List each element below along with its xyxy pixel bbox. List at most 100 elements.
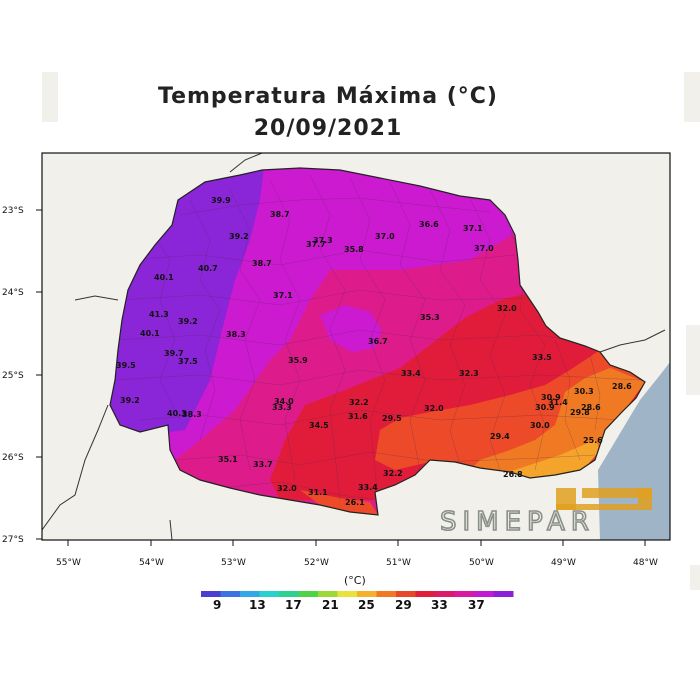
colorbar-label: 33 [431, 598, 448, 612]
station-value: 40.1 [154, 273, 174, 282]
lon-label: 49°W [551, 558, 576, 568]
station-value: 38.3 [182, 410, 202, 419]
lon-label: 52°W [304, 558, 329, 568]
colorbar-swatch [376, 591, 397, 597]
station-value: 32.0 [424, 404, 444, 413]
station-value: 36.7 [368, 337, 388, 346]
station-value: 33.7 [253, 460, 273, 469]
station-value: 26.1 [345, 498, 365, 507]
station-value: 30.3 [574, 387, 594, 396]
station-value: 32.0 [497, 304, 517, 313]
station-value: 39.7 [164, 349, 184, 358]
colorbar-label: 17 [285, 598, 302, 612]
lon-axis: 55°W 54°W 53°W 52°W 51°W 50°W 49°W 48°W [56, 540, 658, 568]
station-value: 37.1 [463, 224, 483, 233]
station-value: 40.3 [167, 409, 187, 418]
station-value: 37.7 [306, 240, 326, 249]
colorbar-swatch [454, 591, 475, 597]
map-frame [41, 152, 671, 541]
lon-label: 55°W [56, 558, 81, 568]
lat-axis: 23°S 24°S 25°S 26°S 27°S [2, 206, 42, 545]
station-value: 29.4 [490, 432, 510, 441]
station-value: 39.9 [211, 196, 231, 205]
lon-label: 53°W [221, 558, 246, 568]
temperature-field [110, 168, 645, 515]
colorbar-label: 21 [322, 598, 339, 612]
station-value: 33.5 [532, 353, 552, 362]
colorbar-swatch [415, 591, 436, 597]
station-value: 31.1 [308, 488, 328, 497]
station-value: 30.0 [530, 421, 550, 430]
corner-panel-left [42, 72, 58, 122]
colorbar-swatch [318, 591, 338, 597]
station-value: 30.9 [541, 393, 561, 402]
colorbar-swatch [396, 591, 416, 597]
station-value: 41.3 [149, 310, 169, 319]
station-value: 37.1 [273, 291, 293, 300]
colorbar-label: 25 [358, 598, 375, 612]
station-value: 39.2 [120, 396, 140, 405]
station-value: 32.0 [277, 484, 297, 493]
colorbar-swatch [220, 591, 241, 597]
colorbar-label: 37 [468, 598, 485, 612]
station-value: 33.4 [401, 369, 421, 378]
station-value: 37.0 [375, 232, 395, 241]
corner-panel-right-top [684, 72, 700, 122]
station-value: 32.2 [383, 469, 403, 478]
station-value: 36.6 [419, 220, 439, 229]
colorbar-swatch [201, 591, 221, 597]
colorbar [201, 591, 514, 597]
lat-label: 25°S [2, 371, 24, 381]
lon-label: 48°W [633, 558, 658, 568]
municipal-borders [111, 174, 641, 501]
station-value: 39.5 [116, 361, 136, 370]
station-value: 37.5 [178, 357, 198, 366]
station-value: 32.2 [349, 398, 369, 407]
station-value: 39.2 [178, 317, 198, 326]
lon-label: 51°W [386, 558, 411, 568]
station-value: 29.5 [382, 414, 402, 423]
station-value: 28.6 [612, 382, 632, 391]
station-value: 33.3 [272, 403, 292, 412]
colorbar-swatch [259, 591, 280, 597]
station-value: 35.9 [288, 356, 308, 365]
colorbar-unit: (°C) [344, 574, 366, 587]
station-value: 30.9 [535, 403, 555, 412]
station-value: 38.3 [226, 330, 246, 339]
corner-panel-right-mid [686, 325, 700, 395]
colorbar-swatch [337, 591, 358, 597]
station-value: 40.1 [140, 329, 160, 338]
map-date: 20/09/2021 [253, 116, 403, 141]
lat-label: 23°S [2, 206, 24, 216]
station-value: 33.4 [358, 483, 378, 492]
station-value: 25.6 [583, 436, 603, 445]
colorbar-swatch [279, 591, 299, 597]
station-value: 35.8 [344, 245, 364, 254]
station-value: 26.8 [503, 470, 523, 479]
station-value: 37.0 [474, 244, 494, 253]
colorbar-swatch [493, 591, 514, 597]
station-value: 37.3 [313, 236, 333, 245]
station-values: 39.9 38.7 39.2 37.3 37.7 35.8 37.0 36.6 … [116, 196, 632, 507]
colorbar-label: 13 [249, 598, 266, 612]
lon-label: 54°W [139, 558, 164, 568]
simepar-logo: SIMEPAR [439, 488, 652, 538]
station-value: 40.7 [198, 264, 218, 273]
lon-label: 50°W [469, 558, 494, 568]
colorbar-swatch [435, 591, 455, 597]
colorbar-swatch [357, 591, 377, 597]
colorbar-swatch [298, 591, 319, 597]
lat-label: 27°S [2, 535, 24, 545]
station-value: 38.7 [270, 210, 290, 219]
corner-panel-right-low [690, 565, 700, 590]
lat-label: 26°S [2, 453, 24, 463]
station-value: 34.0 [274, 397, 294, 406]
map-title: Temperatura Máxima (°C) [158, 84, 498, 109]
station-value: 35.3 [420, 313, 440, 322]
colorbar-swatch [474, 591, 494, 597]
station-value: 32.3 [459, 369, 479, 378]
station-value: 35.1 [218, 455, 238, 464]
station-value: 31.4 [548, 398, 568, 407]
lat-label: 24°S [2, 288, 24, 298]
